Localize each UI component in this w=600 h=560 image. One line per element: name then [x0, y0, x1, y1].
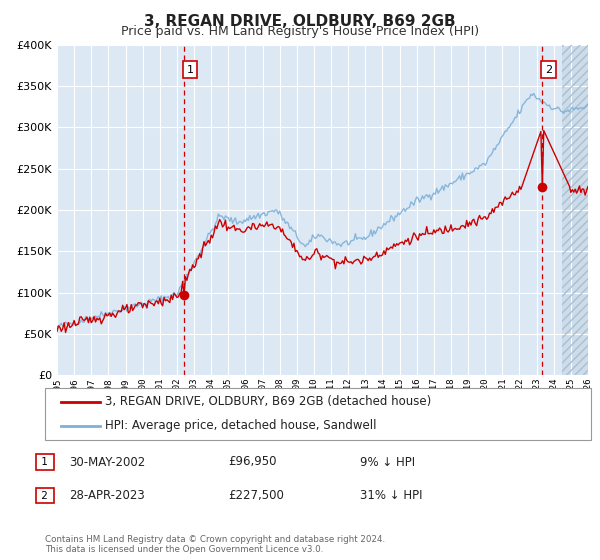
Text: 9% ↓ HPI: 9% ↓ HPI — [360, 455, 415, 469]
Text: 1: 1 — [38, 457, 52, 467]
Text: 1: 1 — [187, 64, 193, 74]
Text: HPI: Average price, detached house, Sandwell: HPI: Average price, detached house, Sand… — [105, 419, 377, 432]
Text: Price paid vs. HM Land Registry's House Price Index (HPI): Price paid vs. HM Land Registry's House … — [121, 25, 479, 38]
Text: Contains HM Land Registry data © Crown copyright and database right 2024.
This d: Contains HM Land Registry data © Crown c… — [45, 535, 385, 554]
Text: 31% ↓ HPI: 31% ↓ HPI — [360, 489, 422, 502]
Text: 3, REGAN DRIVE, OLDBURY, B69 2GB (detached house): 3, REGAN DRIVE, OLDBURY, B69 2GB (detach… — [105, 395, 431, 408]
Text: 2: 2 — [545, 64, 552, 74]
Text: £96,950: £96,950 — [228, 455, 277, 469]
Text: 28-APR-2023: 28-APR-2023 — [69, 489, 145, 502]
Text: 30-MAY-2002: 30-MAY-2002 — [69, 455, 145, 469]
Text: 2: 2 — [38, 491, 52, 501]
Text: 3, REGAN DRIVE, OLDBURY, B69 2GB: 3, REGAN DRIVE, OLDBURY, B69 2GB — [144, 14, 456, 29]
Text: £227,500: £227,500 — [228, 489, 284, 502]
